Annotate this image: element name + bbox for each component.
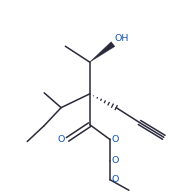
- Text: O: O: [112, 156, 119, 165]
- Text: O: O: [112, 175, 119, 184]
- Polygon shape: [90, 42, 115, 62]
- Text: O: O: [112, 135, 119, 144]
- Text: OH: OH: [115, 34, 129, 43]
- Text: O: O: [58, 135, 65, 144]
